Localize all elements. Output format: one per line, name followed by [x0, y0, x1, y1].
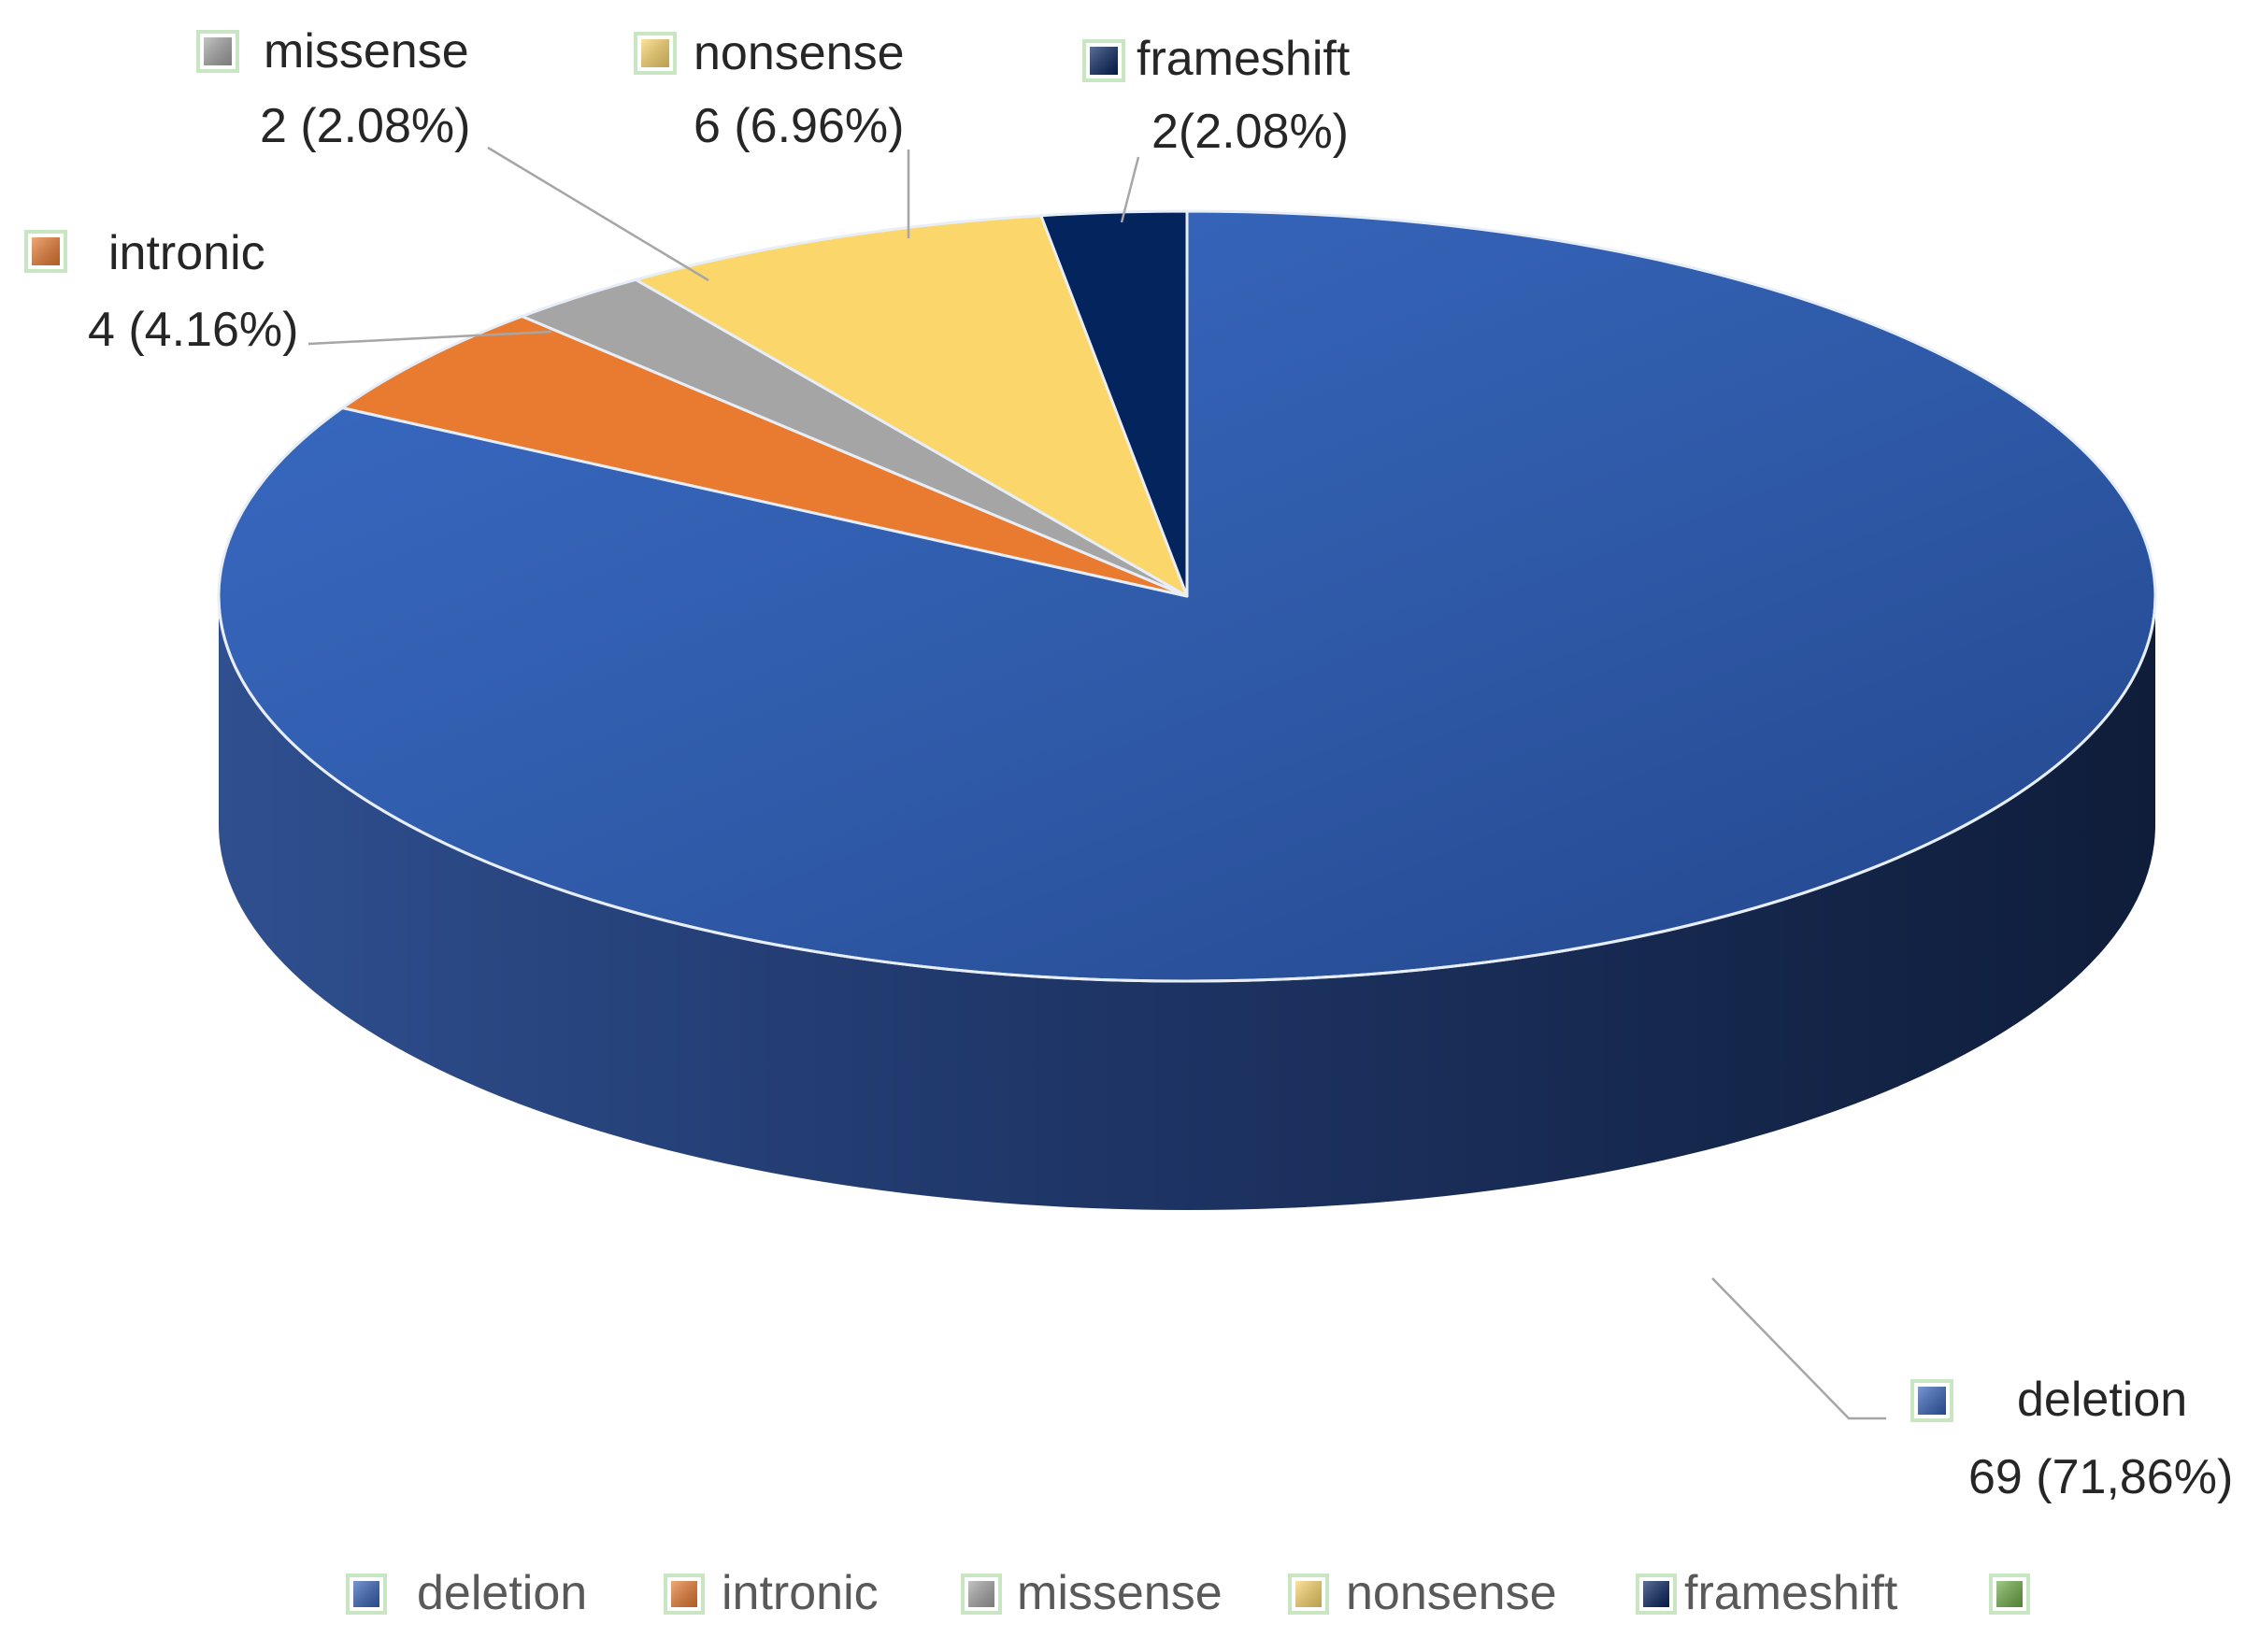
data-label-name-intronic: intronic	[108, 226, 265, 280]
data-label-value-frameshift: 2(2.08%)	[1151, 105, 1349, 159]
pie-slice-intronic	[340, 315, 1189, 598]
legend-marker-intronic	[664, 1574, 705, 1615]
leader-line-deletion	[1711, 1277, 1886, 1420]
legend-item-deletion: deletion	[346, 1566, 587, 1620]
data-label-value-deletion: 69 (71,86%)	[1968, 1450, 2233, 1504]
label-marker-nonsense	[634, 32, 677, 75]
label-marker-frameshift	[1082, 39, 1125, 82]
leader-line-missense	[487, 146, 709, 282]
legend-marker-nonsense	[1288, 1574, 1329, 1615]
legend-label-frameshift: frameshift	[1684, 1566, 1898, 1620]
label-marker-deletion	[1910, 1379, 1953, 1422]
label-marker-missense	[196, 30, 239, 73]
data-labels: deletion 69 (71,86%) intronic 4 (4.16%) miss…	[24, 24, 2233, 1504]
legend: deletion intronic missense nonsense frameshi…	[346, 1566, 2030, 1620]
legend-marker-deletion	[346, 1574, 387, 1615]
legend-marker-unnamed	[1989, 1574, 2030, 1615]
legend-label-nonsense: nonsense	[1346, 1566, 1557, 1620]
pie-side-deletion	[219, 596, 2155, 1210]
data-label-name-deletion: deletion	[2017, 1373, 2187, 1427]
data-label-value-intronic: 4 (4.16%)	[88, 303, 298, 357]
leader-lines	[308, 146, 1886, 1420]
legend-item-unnamed	[1989, 1574, 2030, 1615]
leader-line-frameshift	[1120, 156, 1140, 223]
pie-slice-nonsense	[634, 214, 1189, 598]
data-label-value-nonsense: 6 (6.96%)	[694, 99, 904, 153]
legend-item-missense: missense	[961, 1566, 1223, 1620]
legend-marker-missense	[961, 1574, 1002, 1615]
legend-label-intronic: intronic	[722, 1566, 879, 1620]
legend-item-nonsense: nonsense	[1288, 1566, 1557, 1620]
legend-item-intronic: intronic	[664, 1566, 879, 1620]
legend-marker-frameshift	[1636, 1574, 1677, 1615]
legend-label-deletion: deletion	[417, 1566, 587, 1620]
data-label-name-frameshift: frameshift	[1137, 32, 1351, 86]
data-label-name-missense: missense	[264, 24, 469, 78]
pie-rim	[217, 595, 2157, 983]
label-marker-intronic	[24, 230, 67, 273]
pie-slices	[217, 209, 2157, 983]
legend-item-frameshift: frameshift	[1636, 1566, 1898, 1620]
data-label-value-missense: 2 (2.08%)	[260, 99, 470, 153]
leader-line-intronic	[308, 330, 552, 346]
legend-label-missense: missense	[1017, 1566, 1223, 1620]
pie-side-wall	[219, 596, 2155, 1210]
data-label-name-nonsense: nonsense	[694, 26, 905, 80]
pie-slice-frameshift	[1039, 209, 1189, 598]
